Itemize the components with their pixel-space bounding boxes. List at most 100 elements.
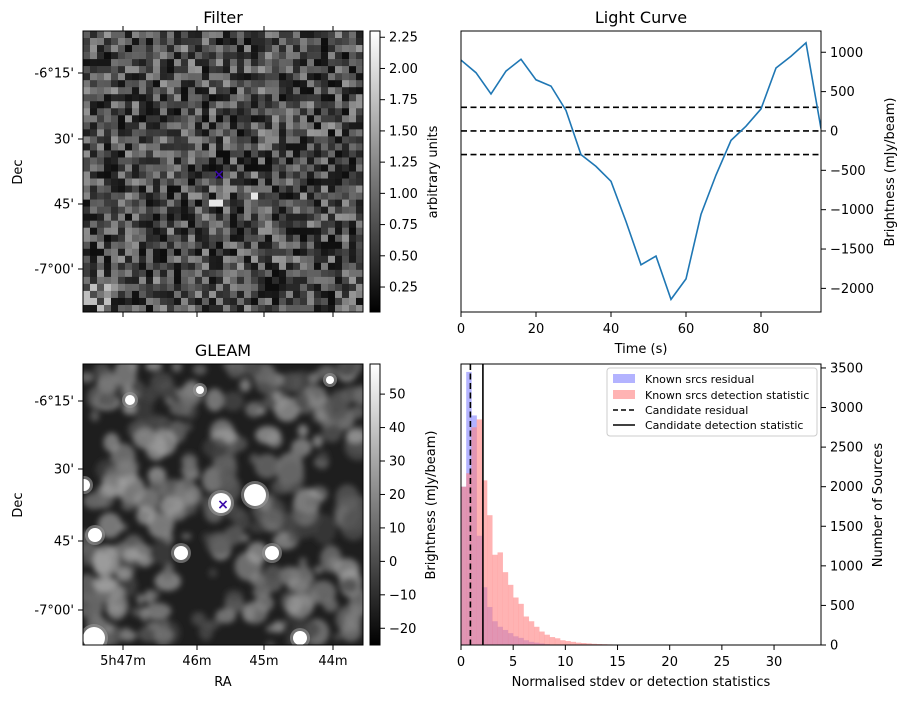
histogram-y-tick-label: 3000 (830, 401, 863, 416)
lightcurve-ylabel: Brightness (mJy/beam) (883, 98, 898, 247)
filter-colorbar-ticks: 0.250.500.751.001.251.501.752.002.25 (380, 31, 418, 296)
detection-bar (513, 598, 518, 645)
gleam-colorbar-tick-label: 30 (389, 455, 406, 470)
filter-colorbar-tick-label: 0.50 (389, 249, 418, 264)
filter-colorbar-tick-label: 0.75 (389, 218, 418, 233)
gleam-colorbar-tick-label: 0 (389, 555, 397, 570)
detection-bar (492, 555, 497, 645)
gleam-colorbar-label: Brightness (mJy/beam) (424, 431, 439, 580)
gleam-colorbar-tick-label: 40 (389, 421, 406, 436)
lightcurve-x-axis: 0 20 40 60 80 (457, 312, 769, 337)
gleam-ylabel: Dec (11, 492, 26, 517)
gleam-x-tick-label: 46m (182, 654, 211, 669)
lightcurve-x-tick-label: 20 (528, 322, 545, 337)
gleam-colorbar-tick-label: 20 (389, 488, 406, 503)
lightcurve-y-tick-label: −500 (830, 164, 866, 179)
gleam-title: GLEAM (195, 341, 251, 360)
lightcurve-x-tick-label: 40 (603, 322, 620, 337)
lightcurve-plot (461, 43, 821, 300)
histogram-x-tick-label: 10 (557, 655, 574, 670)
detection-bar (550, 637, 555, 645)
filter-panel: Filter -6°15'30'45'-7°00' Dec × 0.250.50… (11, 8, 441, 317)
histogram-ylabel: Number of Sources (871, 443, 886, 568)
gleam-y-tick-label: 30' (54, 463, 74, 478)
lightcurve-x-tick-label: 0 (457, 322, 465, 337)
filter-y-tick-label: 45' (54, 198, 74, 213)
lightcurve-x-tick-label: 80 (753, 322, 770, 337)
lightcurve-series-line (461, 43, 821, 300)
gleam-colorbar-tick-label: 10 (389, 521, 406, 536)
filter-colorbar (370, 31, 380, 312)
filter-colorbar-tick-label: 0.25 (389, 281, 418, 296)
histogram-xlabel: Normalised stdev or detection statistics (512, 675, 771, 690)
lightcurve-y-tick-label: −2000 (830, 282, 874, 297)
detection-bar (518, 604, 523, 645)
filter-colorbar-label: arbitrary units (426, 125, 441, 218)
lightcurve-y-tick-label: −1000 (830, 203, 874, 218)
histogram-x-tick-label: 20 (661, 655, 678, 670)
filter-colorbar-tick-label: 1.50 (389, 124, 418, 139)
histogram-x-tick-label: 25 (714, 655, 731, 670)
detection-bar (534, 627, 539, 645)
legend-label-residual: Known srcs residual (645, 373, 754, 386)
detection-bar (498, 552, 503, 645)
detection-bar (477, 419, 482, 645)
filter-y-axis: -6°15'30'45'-7°00' (34, 67, 83, 278)
lightcurve-x-tick-label: 60 (678, 322, 695, 337)
histogram-x-tick-label: 30 (766, 655, 783, 670)
histogram-y-tick-label: 2500 (830, 441, 863, 456)
histogram-y-tick-label: 1000 (830, 559, 863, 574)
gleam-x-tick-label: 45m (249, 654, 278, 669)
gleam-xlabel: RA (214, 675, 232, 690)
lightcurve-y-tick-label: 0 (830, 124, 838, 139)
filter-y-tick-label: -6°15' (34, 67, 74, 82)
histogram-y-tick-label: 3500 (830, 361, 863, 376)
detection-bar (508, 585, 513, 645)
gleam-y-tick-label: 45' (54, 535, 74, 550)
legend-label-candidate-residual: Candidate residual (645, 404, 748, 417)
gleam-colorbar-tick-label: −20 (389, 622, 416, 637)
gleam-colorbar (370, 364, 380, 645)
gleam-x-tick-label: 44m (318, 654, 347, 669)
filter-colorbar-tick-label: 1.75 (389, 93, 418, 108)
filter-colorbar-tick-label: 2.00 (389, 62, 418, 77)
lightcurve-title: Light Curve (595, 8, 687, 27)
filter-y-tick-label: 30' (54, 133, 74, 148)
detection-bar (487, 515, 492, 645)
histogram-y-tick-label: 2000 (830, 480, 863, 495)
legend-swatch-residual (613, 374, 635, 383)
histogram-legend: Known srcs residual Known srcs detection… (607, 368, 817, 436)
legend-swatch-detection (613, 390, 635, 399)
histogram-x-tick-label: 15 (609, 655, 626, 670)
histogram-y-tick-label: 0 (830, 639, 838, 654)
filter-marker: × (213, 167, 225, 183)
lightcurve-y-tick-label: 1000 (830, 46, 863, 61)
lightcurve-y-tick-label: 500 (830, 85, 855, 100)
lightcurve-xlabel: Time (s) (614, 342, 668, 357)
gleam-x-axis: 5h47m 46m 45m 44m (100, 645, 347, 669)
detection-bar (560, 640, 565, 645)
detection-bar (544, 635, 549, 645)
histogram-x-tick-label: 0 (457, 655, 465, 670)
legend-label-candidate-detection: Candidate detection statistic (645, 419, 803, 432)
detection-bar (565, 641, 570, 645)
detection-bar (529, 621, 534, 645)
filter-colorbar-tick-label: 1.00 (389, 187, 418, 202)
detection-bar (524, 617, 529, 646)
gleam-colorbar-tick-label: 50 (389, 388, 406, 403)
gleam-y-tick-label: -7°00' (34, 604, 74, 619)
histogram-y-tick-label: 1500 (830, 520, 863, 535)
gleam-x-tick-label: 5h47m (100, 654, 146, 669)
detection-bar (555, 638, 560, 645)
detection-bar (539, 632, 544, 645)
legend-label-detection: Known srcs detection statistic (645, 389, 809, 402)
